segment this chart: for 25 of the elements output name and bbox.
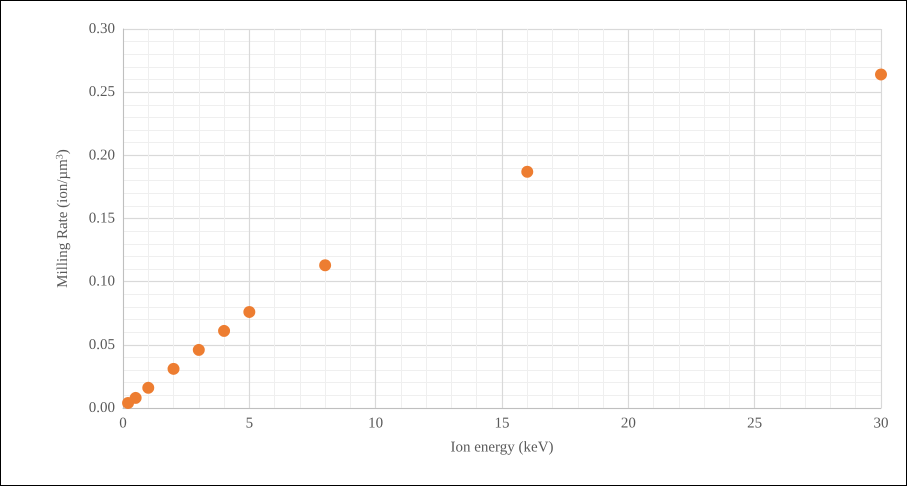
y-tick-label: 0.20 — [88, 147, 115, 164]
x-axis-title: Ion energy (keV) — [450, 440, 554, 456]
x-tick-label: 10 — [368, 416, 384, 432]
point — [192, 344, 205, 356]
y-tick-label: 0.25 — [88, 84, 115, 100]
point — [521, 166, 534, 178]
point — [142, 382, 154, 394]
y-tick-label: 0.05 — [88, 336, 115, 353]
y-tick-label: 0.10 — [88, 274, 115, 290]
y-tick-label: 0.30 — [88, 21, 115, 37]
x-tick-label: 0 — [119, 416, 127, 432]
point — [218, 324, 230, 337]
point — [319, 259, 332, 272]
x-tick-label: 15 — [494, 416, 510, 432]
point — [168, 362, 180, 375]
y-tick-label: 0.15 — [88, 210, 115, 226]
y-tick-label: 0.00 — [88, 400, 115, 416]
x-tick-label: 25 — [747, 416, 762, 432]
y-axis-title: Milling Rate (ion/µm3) — [54, 149, 71, 288]
point — [875, 68, 887, 80]
point — [243, 306, 256, 318]
x-tick-label: 30 — [874, 416, 888, 432]
x-tick-label: 20 — [620, 416, 636, 432]
x-tick-label: 5 — [246, 416, 254, 432]
point — [130, 392, 142, 404]
